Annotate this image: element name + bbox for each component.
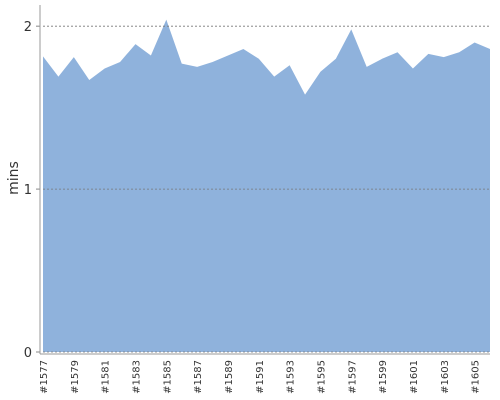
- x-tick-label: #1581: [101, 360, 112, 394]
- y-tick-label: 1: [24, 183, 32, 198]
- x-tick-label: #1579: [70, 360, 81, 394]
- x-tick-label: #1601: [409, 360, 420, 394]
- area: [43, 19, 490, 352]
- x-tick-label: #1599: [378, 360, 389, 394]
- x-tick-label: #1595: [316, 360, 327, 394]
- x-tick-label: #1589: [224, 360, 235, 394]
- x-tick-label: #1587: [193, 360, 204, 394]
- x-tick-label: #1577: [39, 360, 50, 394]
- x-tick-label: #1593: [286, 360, 297, 394]
- y-axis-label: mins: [6, 161, 22, 195]
- y-tick-label: 2: [24, 20, 32, 35]
- x-tick-label: #1605: [471, 360, 482, 394]
- x-tick-label: #1583: [131, 360, 142, 394]
- x-tick-label: #1597: [347, 360, 358, 394]
- x-tick-label: #1603: [440, 360, 451, 394]
- x-tick-label: #1591: [255, 360, 266, 394]
- x-tick-label: #1585: [162, 360, 173, 394]
- y-tick-label: 0: [24, 346, 32, 361]
